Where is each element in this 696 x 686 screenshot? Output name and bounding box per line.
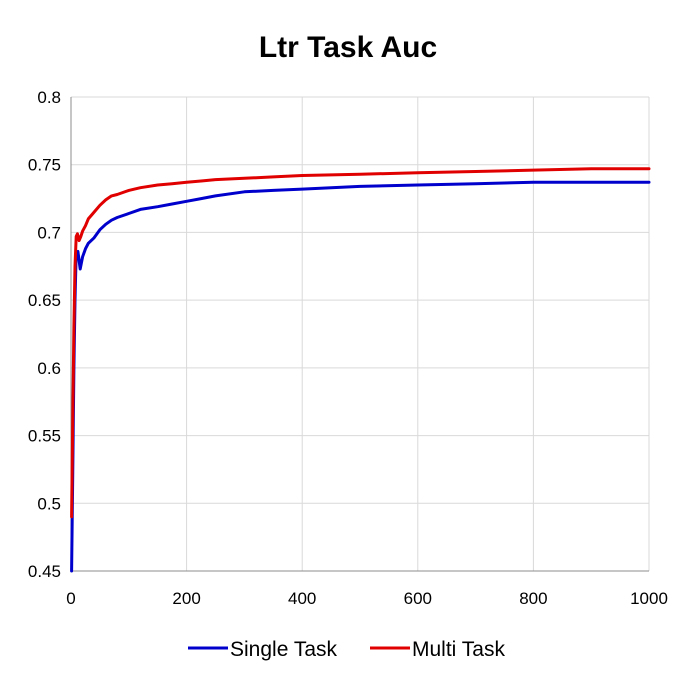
x-tick-label: 800 bbox=[519, 589, 547, 608]
series-line-multi-task bbox=[70, 167, 651, 519]
y-tick-label: 0.8 bbox=[37, 88, 61, 107]
x-tick-label: 1000 bbox=[630, 589, 668, 608]
y-tick-label: 0.75 bbox=[28, 156, 61, 175]
y-tick-label: 0.6 bbox=[37, 359, 61, 378]
x-tick-label: 0 bbox=[66, 589, 75, 608]
x-tick-label: 600 bbox=[404, 589, 432, 608]
x-tick-label: 400 bbox=[288, 589, 316, 608]
y-tick-label: 0.65 bbox=[28, 291, 61, 310]
series-lines bbox=[70, 167, 651, 573]
y-tick-label: 0.5 bbox=[37, 494, 61, 513]
tick-labels: 0.45 0.5 0.55 0.6 0.65 0.7 0.75 0.8 0 200 400 600 80… bbox=[28, 88, 668, 608]
legend-label-single-task: Single Task bbox=[230, 638, 338, 661]
legend: Single Task Multi Task bbox=[188, 638, 505, 661]
y-tick-label: 0.7 bbox=[37, 223, 61, 242]
y-tick-label: 0.55 bbox=[28, 427, 61, 446]
series-line-single-task bbox=[70, 180, 651, 573]
legend-label-multi-task: Multi Task bbox=[412, 638, 505, 661]
chart-title: Ltr Task Auc bbox=[259, 31, 437, 64]
x-tick-label: 200 bbox=[172, 589, 200, 608]
y-tick-label: 0.45 bbox=[28, 562, 61, 581]
